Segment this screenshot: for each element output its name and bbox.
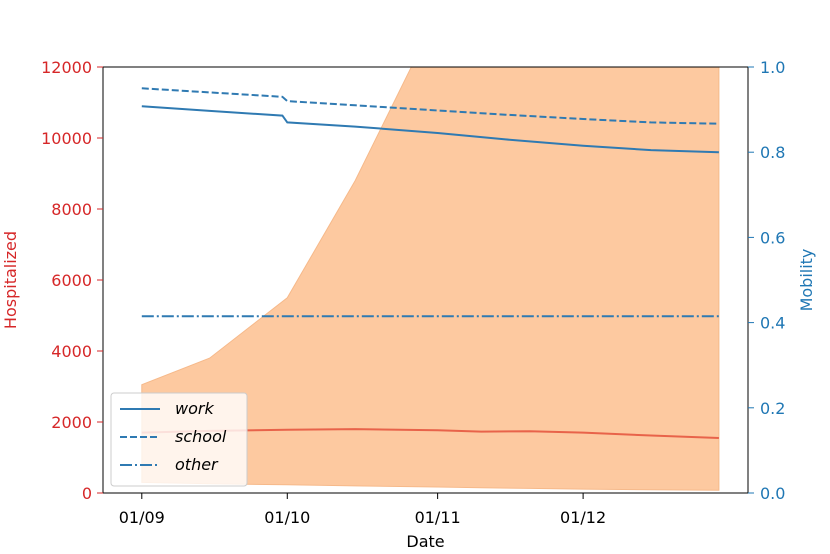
y-right-tick-label: 1.0 [760,58,785,77]
y-left-tick-label: 12000 [41,58,92,77]
y-right-tick-label: 0.0 [760,484,785,503]
legend: work school other [110,392,248,487]
y-left-axis-title: Hospitalized [1,231,20,329]
y-left-tick-label: 2000 [51,413,92,432]
y-left-tick-label: 0 [82,484,92,503]
legend-label-work: work [175,399,214,418]
y-right-tick-label: 0.6 [760,228,785,247]
y-left-tick-label: 8000 [51,200,92,219]
series-line-work [141,105,719,154]
legend-label-other: other [175,455,219,474]
y-left-tick-label: 10000 [41,129,92,148]
y-left-tick-label: 4000 [51,342,92,361]
y-right-tick-label: 0.8 [760,143,785,162]
x-tick-label: 01/12 [560,508,606,527]
y-left-tick-label: 6000 [51,271,92,290]
y-right-axis-title: Mobility [797,249,816,312]
legend-box [110,392,248,487]
x-tick-label: 01/11 [415,508,461,527]
hospitalized-median-line [141,428,719,439]
y-right-tick-label: 0.4 [760,314,785,333]
x-tick-label: 01/10 [264,508,310,527]
x-axis-title: Date [406,532,444,551]
legend-label-school: school [175,427,227,446]
y-right-tick-label: 0.2 [760,399,785,418]
series-line-school [141,87,719,125]
x-tick-label: 01/09 [119,508,165,527]
hospitalized-band [141,67,720,491]
